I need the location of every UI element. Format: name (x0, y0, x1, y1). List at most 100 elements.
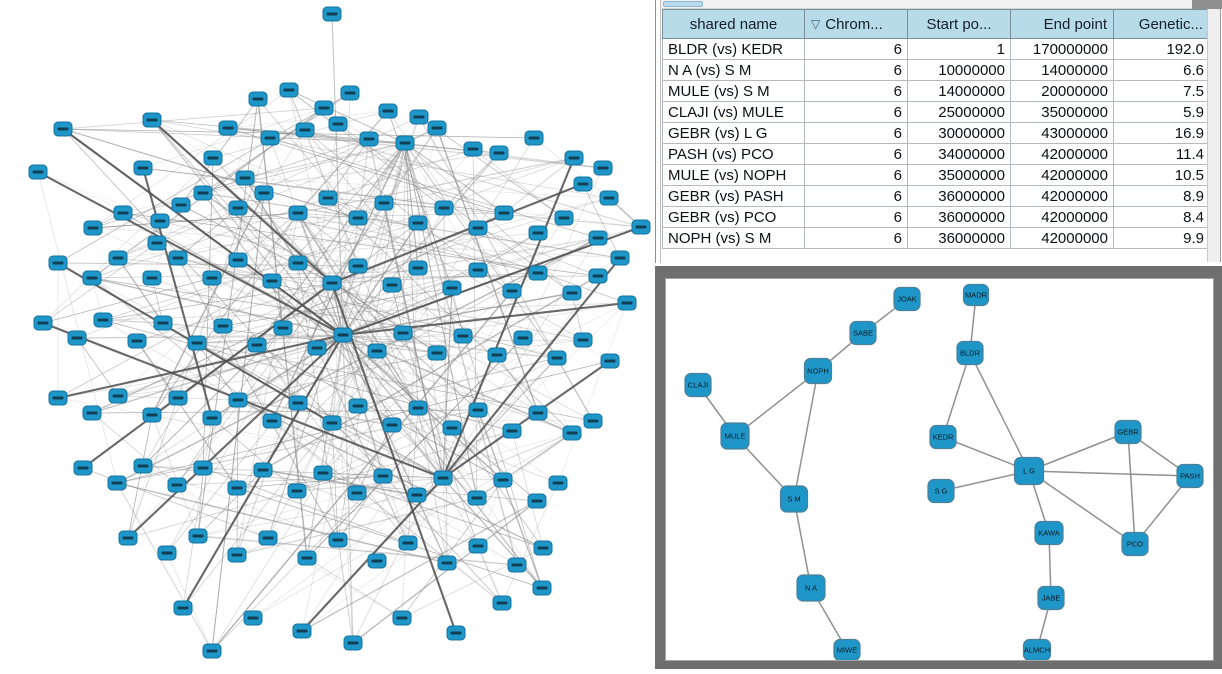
network-node[interactable] (599, 190, 619, 206)
network-node[interactable] (408, 400, 428, 416)
node-l-g[interactable]: L G (1013, 456, 1045, 486)
network-node[interactable] (227, 547, 247, 563)
network-node[interactable] (218, 120, 238, 136)
network-node[interactable] (359, 131, 379, 147)
node-pash[interactable]: PASH (1176, 463, 1204, 489)
network-node[interactable] (227, 480, 247, 496)
network-node[interactable] (292, 623, 312, 639)
node-claji[interactable]: CLAJI (684, 372, 712, 398)
filter-icon[interactable]: ▽ (811, 16, 821, 31)
table-row[interactable]: CLAJI (vs) MULE 6 25000000 35000000 5.9 (662, 101, 1210, 123)
network-node[interactable] (328, 532, 348, 548)
node-joak[interactable]: JOAK (893, 286, 921, 312)
network-node[interactable] (142, 112, 162, 128)
column-header-end-point[interactable]: End point (1010, 9, 1114, 39)
network-node[interactable] (314, 100, 334, 116)
network-node[interactable] (142, 407, 162, 423)
network-node[interactable] (408, 260, 428, 276)
network-node[interactable] (202, 270, 222, 286)
network-node[interactable] (573, 332, 593, 348)
network-node[interactable] (248, 91, 268, 107)
network-node[interactable] (48, 390, 68, 406)
network-node[interactable] (468, 262, 488, 278)
network-node[interactable] (133, 458, 153, 474)
node-s-m[interactable]: S M (779, 485, 809, 513)
network-node[interactable] (273, 320, 293, 336)
network-node[interactable] (83, 220, 103, 236)
network-node[interactable] (322, 275, 342, 291)
network-node[interactable] (318, 190, 338, 206)
scrollbar-thumb[interactable] (663, 1, 703, 7)
network-node[interactable] (468, 402, 488, 418)
network-node[interactable] (113, 205, 133, 221)
table-row[interactable]: GEBR (vs) L G 6 30000000 43000000 16.9 (662, 122, 1210, 144)
network-node[interactable] (322, 6, 342, 22)
network-node[interactable] (427, 120, 447, 136)
node-s-g[interactable]: S G (927, 478, 955, 504)
network-node[interactable] (108, 250, 128, 266)
network-node[interactable] (446, 625, 466, 641)
network-node[interactable] (262, 273, 282, 289)
table-row[interactable]: MULE (vs) S M 6 14000000 20000000 7.5 (662, 80, 1210, 102)
main-network-canvas[interactable] (0, 0, 655, 669)
network-node[interactable] (203, 150, 223, 166)
network-node[interactable] (213, 318, 233, 334)
table-row[interactable]: PASH (vs) PCO 6 34000000 42000000 11.4 (662, 143, 1210, 165)
network-node[interactable] (437, 555, 457, 571)
network-node[interactable] (442, 280, 462, 296)
network-node[interactable] (243, 610, 263, 626)
node-jabe[interactable]: JABE (1037, 585, 1065, 611)
network-node[interactable] (254, 185, 274, 201)
network-node[interactable] (133, 160, 153, 176)
network-node[interactable] (562, 285, 582, 301)
network-node[interactable] (348, 398, 368, 414)
network-node[interactable] (33, 315, 53, 331)
node-mule[interactable]: MULE (720, 422, 750, 450)
network-node[interactable] (340, 85, 360, 101)
network-node[interactable] (168, 250, 188, 266)
network-node[interactable] (228, 252, 248, 268)
network-node[interactable] (382, 277, 402, 293)
network-node[interactable] (187, 335, 207, 351)
network-node[interactable] (631, 219, 651, 235)
table-row[interactable]: GEBR (vs) PASH 6 36000000 42000000 8.9 (662, 185, 1210, 207)
subnetwork-canvas[interactable]: JOAK MADR SABE NOPH CLAJI MULE BLDR KEDR GEBR L G… (665, 278, 1214, 661)
node-gebr[interactable]: GEBR (1114, 419, 1142, 445)
network-node[interactable] (297, 550, 317, 566)
network-node[interactable] (593, 160, 613, 176)
network-node[interactable] (150, 213, 170, 229)
network-node[interactable] (288, 205, 308, 221)
network-node[interactable] (507, 557, 527, 573)
network-node[interactable] (288, 395, 308, 411)
network-node[interactable] (392, 610, 412, 626)
network-node[interactable] (528, 405, 548, 421)
column-header-shared-name[interactable]: shared name (662, 9, 805, 39)
network-node[interactable] (617, 295, 637, 311)
network-node[interactable] (279, 82, 299, 98)
network-node[interactable] (288, 255, 308, 271)
network-node[interactable] (502, 423, 522, 439)
column-header-genetic[interactable]: Genetic... (1113, 9, 1210, 39)
network-node[interactable] (393, 325, 413, 341)
network-node[interactable] (202, 643, 222, 659)
network-node[interactable] (468, 220, 488, 236)
node-miwe[interactable]: MIWE (833, 638, 861, 661)
network-node[interactable] (374, 195, 394, 211)
network-node[interactable] (307, 340, 327, 356)
network-node[interactable] (409, 109, 429, 125)
network-node[interactable] (313, 465, 333, 481)
network-node[interactable] (287, 483, 307, 499)
network-node[interactable] (260, 130, 280, 146)
network-node[interactable] (433, 470, 453, 486)
network-node[interactable] (322, 415, 342, 431)
network-node[interactable] (328, 116, 348, 132)
network-node[interactable] (295, 122, 315, 138)
network-node[interactable] (142, 270, 162, 286)
node-pco[interactable]: PCO (1121, 531, 1149, 557)
network-node[interactable] (367, 343, 387, 359)
network-node[interactable] (382, 417, 402, 433)
network-node[interactable] (153, 315, 173, 331)
network-node[interactable] (487, 347, 507, 363)
table-row[interactable]: N A (vs) S M 6 10000000 14000000 6.6 (662, 59, 1210, 81)
network-node[interactable] (453, 328, 473, 344)
